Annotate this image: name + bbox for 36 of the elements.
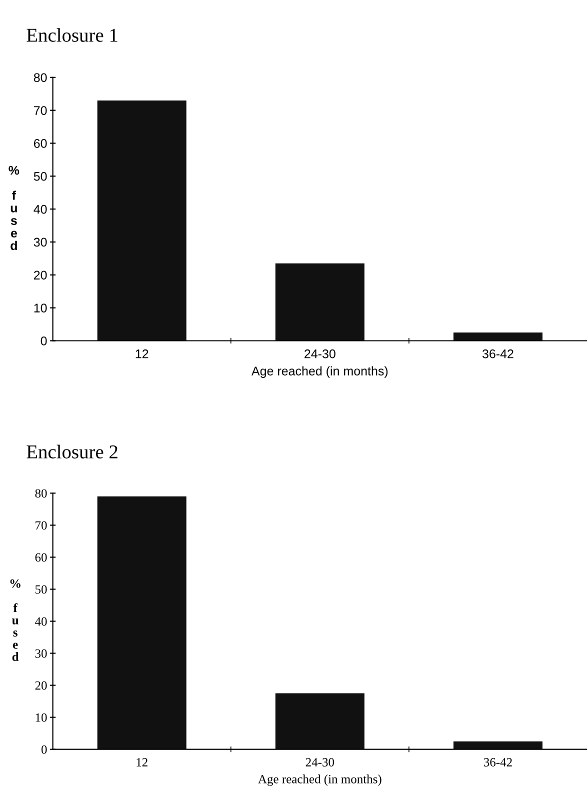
y-tick-label: 80 <box>35 489 47 498</box>
bar <box>453 332 542 341</box>
bar <box>275 693 364 750</box>
x-tick-label: 24-30 <box>304 349 336 358</box>
chart-title: Enclosure 1 <box>26 28 118 42</box>
y-tick-label: 60 <box>34 139 47 148</box>
y-tick-label: 40 <box>34 204 47 214</box>
text: % fused <box>8 166 20 250</box>
bar <box>97 100 186 341</box>
x-tick-label: 12 <box>136 758 148 766</box>
y-tick-label: 50 <box>34 172 47 181</box>
chart-title: Enclosure 2 <box>26 444 118 458</box>
y-tick-label: 50 <box>36 585 47 594</box>
bar <box>275 263 364 341</box>
y-tick-label: 10 <box>34 304 47 312</box>
y-tick-label: 0 <box>40 336 47 346</box>
y-tick-label: 40 <box>35 617 47 626</box>
y-tick-label: 0 <box>42 745 47 754</box>
x-tick-label: 12 <box>136 349 148 358</box>
y-tick-label: 70 <box>34 106 47 115</box>
x-tick-label: 36-42 <box>484 758 512 766</box>
y-tick-label: 20 <box>35 681 47 690</box>
x-axis-title: Age reached (in months) <box>252 366 388 378</box>
x-tick-label: 24-30 <box>306 758 334 766</box>
text: % fused <box>10 579 20 661</box>
y-tick-label: 30 <box>34 238 47 247</box>
y-tick-label: 30 <box>35 649 47 658</box>
y-tick-label: 10 <box>36 713 47 722</box>
y-tick-label: 70 <box>36 521 47 530</box>
y-tick-label: 60 <box>35 553 47 562</box>
x-axis-title: Age reached (in months) <box>258 774 382 786</box>
y-tick-label: 80 <box>34 73 47 82</box>
bar <box>453 741 542 750</box>
x-tick-label: 36-42 <box>482 349 514 358</box>
y-tick-label: 20 <box>34 270 47 280</box>
bar <box>97 496 186 750</box>
